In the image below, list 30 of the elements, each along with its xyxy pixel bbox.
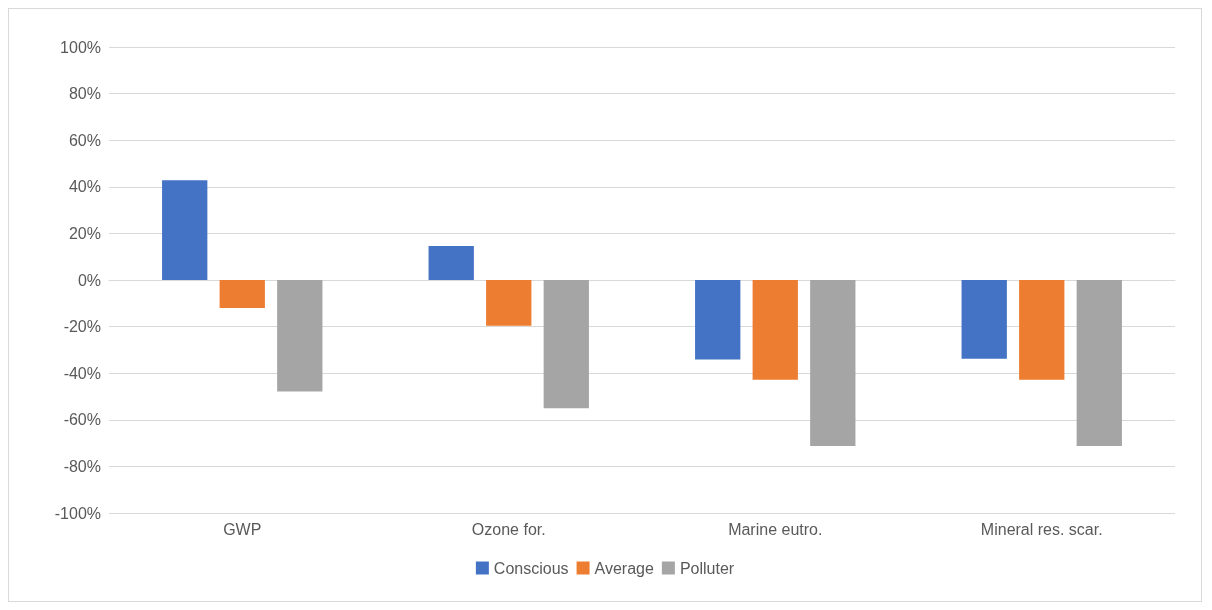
y-tick-label: -100% — [54, 504, 101, 522]
y-tick-label: -20% — [63, 318, 101, 336]
x-tick-label: Mineral res. scar. — [980, 520, 1103, 538]
bar — [428, 245, 474, 280]
bar — [752, 280, 798, 380]
y-tick-label: -60% — [63, 411, 101, 429]
legend-label: Average — [594, 559, 654, 577]
bar — [961, 280, 1007, 359]
bar — [1076, 280, 1122, 446]
x-tick-label: GWP — [223, 520, 262, 538]
y-tick-label: 100% — [60, 38, 101, 56]
y-tick-label: 80% — [68, 85, 101, 103]
y-tick-label: -40% — [63, 364, 101, 382]
bar — [486, 280, 532, 326]
y-tick-label: -80% — [63, 457, 101, 475]
y-tick-label: 60% — [68, 131, 101, 149]
bar — [277, 280, 323, 392]
y-tick-label: 20% — [68, 224, 101, 242]
bar — [695, 280, 741, 360]
bar — [543, 280, 589, 409]
bar — [219, 280, 265, 308]
y-tick-label: 0% — [77, 271, 101, 289]
bar — [810, 280, 856, 446]
x-tick-label: Ozone for. — [471, 520, 546, 538]
x-tick-label: Marine eutro. — [728, 520, 823, 538]
y-tick-label: 40% — [68, 178, 101, 196]
legend-label: Polluter — [679, 559, 735, 577]
legend-label: Conscious — [493, 559, 569, 577]
bar — [162, 180, 208, 280]
bar — [1019, 280, 1065, 380]
